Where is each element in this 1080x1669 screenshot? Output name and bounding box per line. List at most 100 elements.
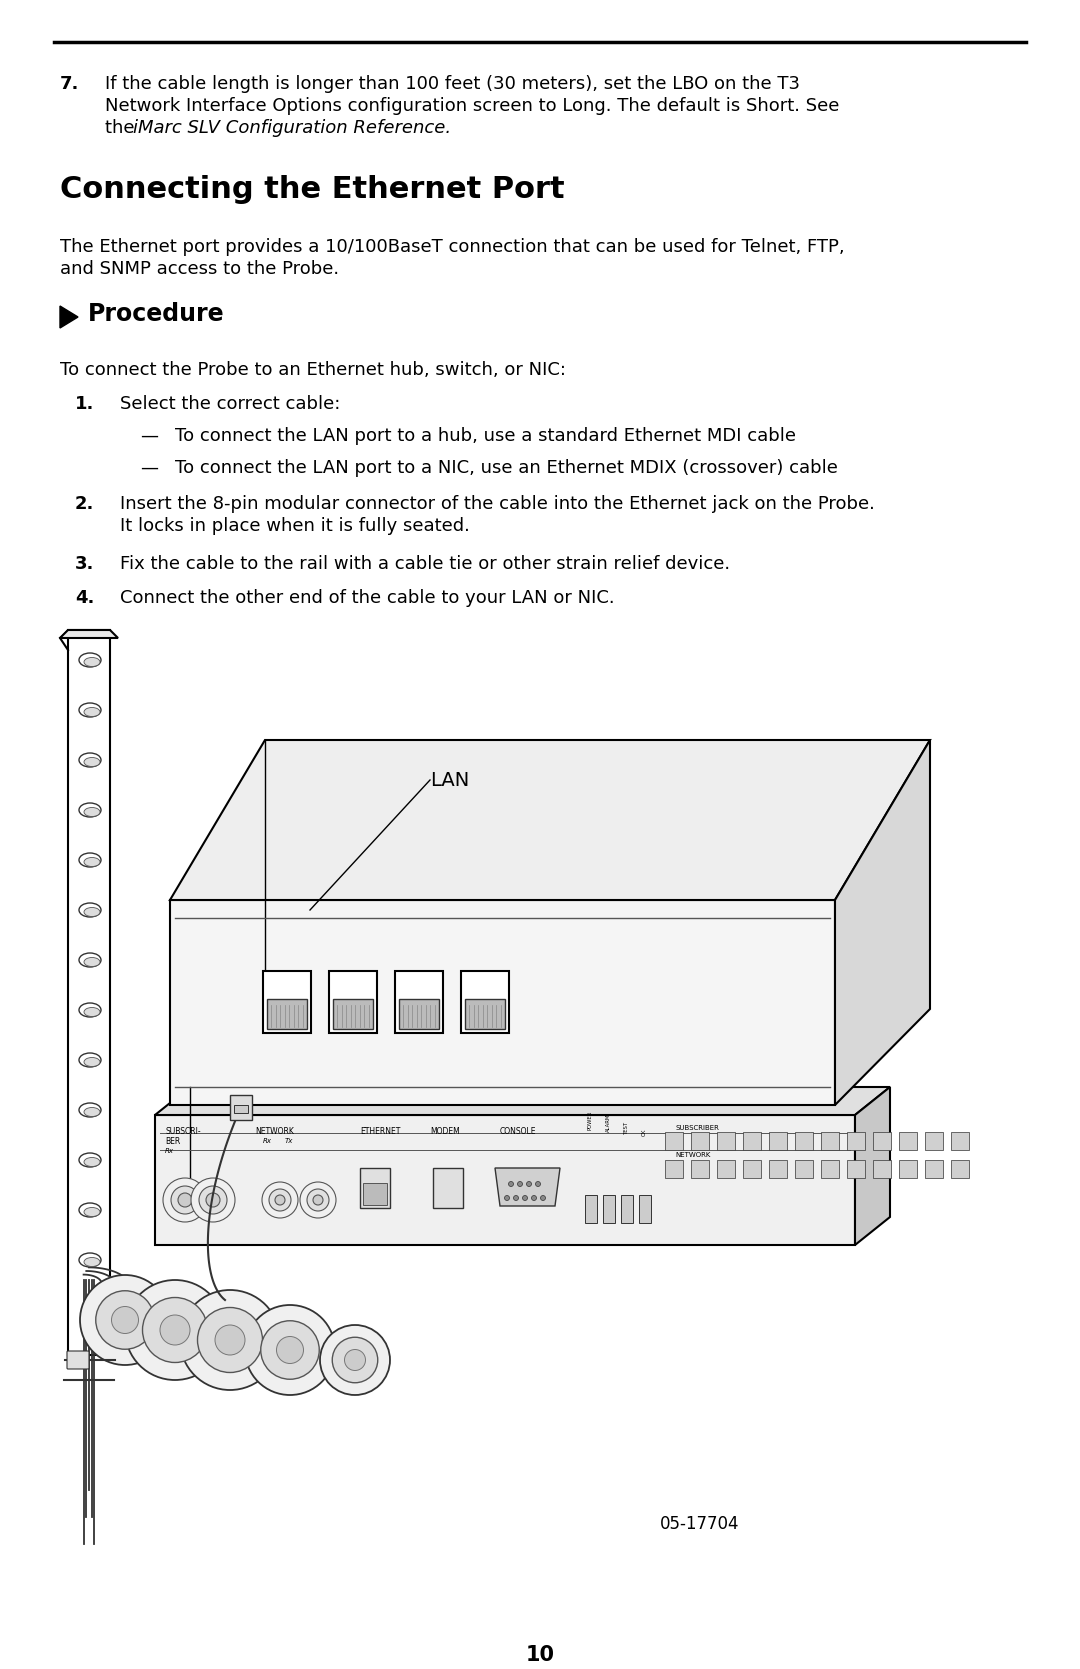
Circle shape (345, 1350, 365, 1370)
Ellipse shape (79, 1003, 102, 1016)
Circle shape (513, 1195, 518, 1200)
Polygon shape (170, 900, 835, 1105)
FancyBboxPatch shape (264, 971, 311, 1033)
FancyBboxPatch shape (665, 1132, 683, 1150)
FancyBboxPatch shape (603, 1195, 615, 1223)
FancyBboxPatch shape (621, 1195, 633, 1223)
Ellipse shape (79, 1253, 102, 1267)
Circle shape (320, 1325, 390, 1395)
Circle shape (517, 1182, 523, 1187)
Ellipse shape (84, 1257, 100, 1267)
Ellipse shape (84, 1008, 100, 1016)
Text: NETWORK: NETWORK (675, 1152, 711, 1158)
Text: 05-17704: 05-17704 (660, 1515, 740, 1534)
FancyBboxPatch shape (951, 1160, 969, 1178)
Circle shape (276, 1337, 303, 1364)
Circle shape (178, 1193, 192, 1207)
Polygon shape (60, 629, 118, 638)
Circle shape (527, 1182, 531, 1187)
Ellipse shape (84, 1108, 100, 1117)
Circle shape (111, 1307, 138, 1334)
Circle shape (160, 1315, 190, 1345)
Circle shape (313, 1195, 323, 1205)
Circle shape (199, 1187, 227, 1213)
Ellipse shape (84, 758, 100, 766)
Circle shape (260, 1320, 320, 1379)
Text: ETHERNET: ETHERNET (360, 1127, 401, 1137)
Ellipse shape (84, 1207, 100, 1217)
Text: To connect the Probe to an Ethernet hub, switch, or NIC:: To connect the Probe to an Ethernet hub,… (60, 361, 566, 379)
Circle shape (206, 1193, 220, 1207)
Ellipse shape (79, 753, 102, 768)
FancyBboxPatch shape (924, 1160, 943, 1178)
Text: iMarc SLV Configuration Reference.: iMarc SLV Configuration Reference. (133, 118, 451, 137)
Ellipse shape (84, 858, 100, 866)
Circle shape (523, 1195, 527, 1200)
Text: Insert the 8-pin modular connector of the cable into the Ethernet jack on the Pr: Insert the 8-pin modular connector of th… (120, 496, 875, 512)
Ellipse shape (79, 953, 102, 966)
FancyBboxPatch shape (691, 1160, 708, 1178)
Text: Tx: Tx (285, 1138, 294, 1143)
Ellipse shape (79, 903, 102, 916)
FancyBboxPatch shape (395, 971, 443, 1033)
Text: and SNMP access to the Probe.: and SNMP access to the Probe. (60, 260, 339, 279)
Text: SUBSCRI-: SUBSCRI- (165, 1127, 201, 1137)
FancyBboxPatch shape (67, 1350, 89, 1369)
Circle shape (333, 1337, 378, 1382)
Text: LAN: LAN (430, 771, 469, 789)
Text: 3.: 3. (75, 556, 94, 572)
Text: 10: 10 (526, 1646, 554, 1666)
Text: To connect the LAN port to a hub, use a standard Ethernet MDI cable: To connect the LAN port to a hub, use a … (175, 427, 796, 446)
FancyBboxPatch shape (924, 1132, 943, 1150)
Text: NETWORK: NETWORK (255, 1127, 294, 1137)
FancyBboxPatch shape (821, 1160, 839, 1178)
Text: —: — (140, 427, 158, 446)
Circle shape (215, 1325, 245, 1355)
Text: Connect the other end of the cable to your LAN or NIC.: Connect the other end of the cable to yo… (120, 589, 615, 608)
FancyBboxPatch shape (363, 1183, 387, 1205)
FancyBboxPatch shape (333, 1000, 373, 1030)
FancyBboxPatch shape (795, 1160, 813, 1178)
Circle shape (198, 1307, 262, 1372)
Text: 4.: 4. (75, 589, 94, 608)
FancyBboxPatch shape (899, 1160, 917, 1178)
Circle shape (540, 1195, 545, 1200)
Text: POWER: POWER (588, 1112, 593, 1130)
FancyBboxPatch shape (665, 1160, 683, 1178)
FancyBboxPatch shape (717, 1160, 735, 1178)
Text: —: — (140, 459, 158, 477)
Text: BER: BER (165, 1137, 180, 1147)
FancyBboxPatch shape (743, 1160, 761, 1178)
Circle shape (96, 1290, 154, 1349)
Ellipse shape (84, 1158, 100, 1167)
Ellipse shape (79, 803, 102, 818)
FancyBboxPatch shape (267, 1000, 307, 1030)
Ellipse shape (79, 1103, 102, 1117)
FancyBboxPatch shape (230, 1095, 252, 1120)
FancyBboxPatch shape (743, 1132, 761, 1150)
Text: MODEM: MODEM (430, 1127, 460, 1137)
Ellipse shape (84, 808, 100, 816)
FancyBboxPatch shape (234, 1105, 248, 1113)
Polygon shape (156, 1087, 890, 1115)
FancyBboxPatch shape (821, 1132, 839, 1150)
Text: It locks in place when it is fully seated.: It locks in place when it is fully seate… (120, 517, 470, 536)
Text: OK: OK (642, 1128, 647, 1137)
Ellipse shape (84, 708, 100, 716)
FancyBboxPatch shape (717, 1132, 735, 1150)
Text: Rx: Rx (264, 1138, 272, 1143)
Circle shape (171, 1187, 199, 1213)
Circle shape (504, 1195, 510, 1200)
FancyBboxPatch shape (873, 1132, 891, 1150)
Circle shape (143, 1297, 207, 1362)
FancyBboxPatch shape (899, 1132, 917, 1150)
Text: CONSOLE: CONSOLE (500, 1127, 537, 1137)
FancyBboxPatch shape (461, 971, 509, 1033)
Text: SUBSCRIBER: SUBSCRIBER (675, 1125, 719, 1132)
Ellipse shape (84, 1058, 100, 1066)
FancyBboxPatch shape (873, 1160, 891, 1178)
Circle shape (262, 1182, 298, 1218)
Ellipse shape (79, 703, 102, 718)
Text: Select the correct cable:: Select the correct cable: (120, 396, 340, 412)
Polygon shape (855, 1087, 890, 1245)
